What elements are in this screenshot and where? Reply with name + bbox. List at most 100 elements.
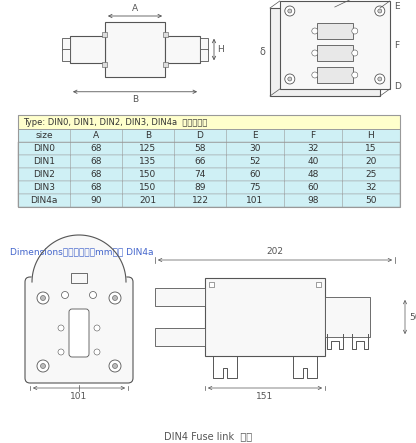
Circle shape xyxy=(37,292,49,304)
Bar xyxy=(18,115,400,207)
Text: DIN4 Fuse link  蛲体: DIN4 Fuse link 蛲体 xyxy=(164,431,252,441)
Bar xyxy=(205,278,325,356)
Text: 68: 68 xyxy=(90,144,102,153)
Text: size: size xyxy=(35,131,53,140)
Text: 150: 150 xyxy=(139,183,157,192)
Circle shape xyxy=(285,74,295,84)
Circle shape xyxy=(312,50,318,56)
Text: F: F xyxy=(310,131,316,140)
Bar xyxy=(62,38,70,50)
Bar xyxy=(18,155,400,168)
Text: B: B xyxy=(132,95,138,104)
Bar xyxy=(102,62,107,67)
Bar xyxy=(155,288,205,306)
Circle shape xyxy=(40,295,45,300)
Text: 101: 101 xyxy=(246,196,264,205)
Bar xyxy=(18,168,400,181)
Circle shape xyxy=(288,77,292,81)
Text: A: A xyxy=(132,4,138,13)
Text: A: A xyxy=(93,131,99,140)
Text: 60: 60 xyxy=(249,170,261,179)
Bar xyxy=(70,36,105,63)
Circle shape xyxy=(94,349,100,355)
Text: 150: 150 xyxy=(139,170,157,179)
Bar xyxy=(18,181,400,194)
Text: 135: 135 xyxy=(139,157,157,166)
Text: 68: 68 xyxy=(90,157,102,166)
Text: 32: 32 xyxy=(307,144,319,153)
Text: 30: 30 xyxy=(249,144,261,153)
Circle shape xyxy=(375,74,385,84)
Circle shape xyxy=(375,6,385,16)
Text: 20: 20 xyxy=(365,157,376,166)
Circle shape xyxy=(112,295,117,300)
Text: 48: 48 xyxy=(307,170,319,179)
Circle shape xyxy=(62,291,69,299)
Circle shape xyxy=(378,9,382,13)
Bar xyxy=(280,1,390,89)
Text: F: F xyxy=(394,40,399,50)
Circle shape xyxy=(58,325,64,331)
Text: 98: 98 xyxy=(307,196,319,205)
Text: 68: 68 xyxy=(90,183,102,192)
Text: DIN1: DIN1 xyxy=(33,157,55,166)
Text: 60: 60 xyxy=(307,183,319,192)
Text: DIN3: DIN3 xyxy=(33,183,55,192)
Bar xyxy=(71,273,87,283)
Bar xyxy=(165,36,200,63)
Text: 15: 15 xyxy=(365,144,377,153)
Circle shape xyxy=(312,72,318,78)
Text: 151: 151 xyxy=(256,392,274,401)
Text: DIN2: DIN2 xyxy=(33,170,55,179)
Text: B: B xyxy=(145,131,151,140)
Text: 90: 90 xyxy=(90,196,102,205)
Bar xyxy=(163,62,168,67)
Text: δ: δ xyxy=(259,47,265,57)
Text: 66: 66 xyxy=(194,157,206,166)
Text: 74: 74 xyxy=(194,170,206,179)
Bar xyxy=(102,32,107,37)
Bar xyxy=(200,49,208,61)
Text: 40: 40 xyxy=(307,157,319,166)
Circle shape xyxy=(58,349,64,355)
Bar xyxy=(18,129,400,142)
Circle shape xyxy=(94,325,100,331)
Text: 68: 68 xyxy=(90,170,102,179)
Text: H: H xyxy=(217,45,224,54)
Text: 50: 50 xyxy=(365,196,377,205)
Bar xyxy=(155,328,205,346)
Text: D: D xyxy=(197,131,203,140)
Circle shape xyxy=(37,360,49,372)
Bar xyxy=(163,32,168,37)
Text: 58: 58 xyxy=(194,144,206,153)
Circle shape xyxy=(109,360,121,372)
Bar xyxy=(18,142,400,155)
FancyBboxPatch shape xyxy=(25,277,133,383)
Bar xyxy=(316,282,321,287)
Bar xyxy=(105,22,165,77)
Bar xyxy=(317,67,353,83)
Bar xyxy=(317,45,353,61)
Circle shape xyxy=(288,9,292,13)
Text: DIN0: DIN0 xyxy=(33,144,55,153)
Text: 52: 52 xyxy=(249,157,261,166)
FancyBboxPatch shape xyxy=(69,309,89,357)
Circle shape xyxy=(89,291,97,299)
Circle shape xyxy=(112,364,117,369)
Bar xyxy=(62,49,70,61)
Bar xyxy=(317,23,353,39)
Text: 201: 201 xyxy=(139,196,156,205)
Circle shape xyxy=(352,72,358,78)
Text: 101: 101 xyxy=(70,392,88,401)
Text: Type: DIN0, DIN1, DIN2, DIN3, DIN4a  尺寸示意图: Type: DIN0, DIN1, DIN2, DIN3, DIN4a 尺寸示意… xyxy=(23,117,207,127)
Circle shape xyxy=(378,77,382,81)
Bar xyxy=(209,282,214,287)
Text: Dimensions安装尺寸图（mm）： DIN4a: Dimensions安装尺寸图（mm）： DIN4a xyxy=(10,248,154,256)
Polygon shape xyxy=(32,235,126,282)
Bar xyxy=(325,297,370,337)
Bar xyxy=(270,8,380,96)
Text: E: E xyxy=(252,131,258,140)
Text: 25: 25 xyxy=(365,170,376,179)
Text: 50: 50 xyxy=(409,312,416,322)
Circle shape xyxy=(109,292,121,304)
